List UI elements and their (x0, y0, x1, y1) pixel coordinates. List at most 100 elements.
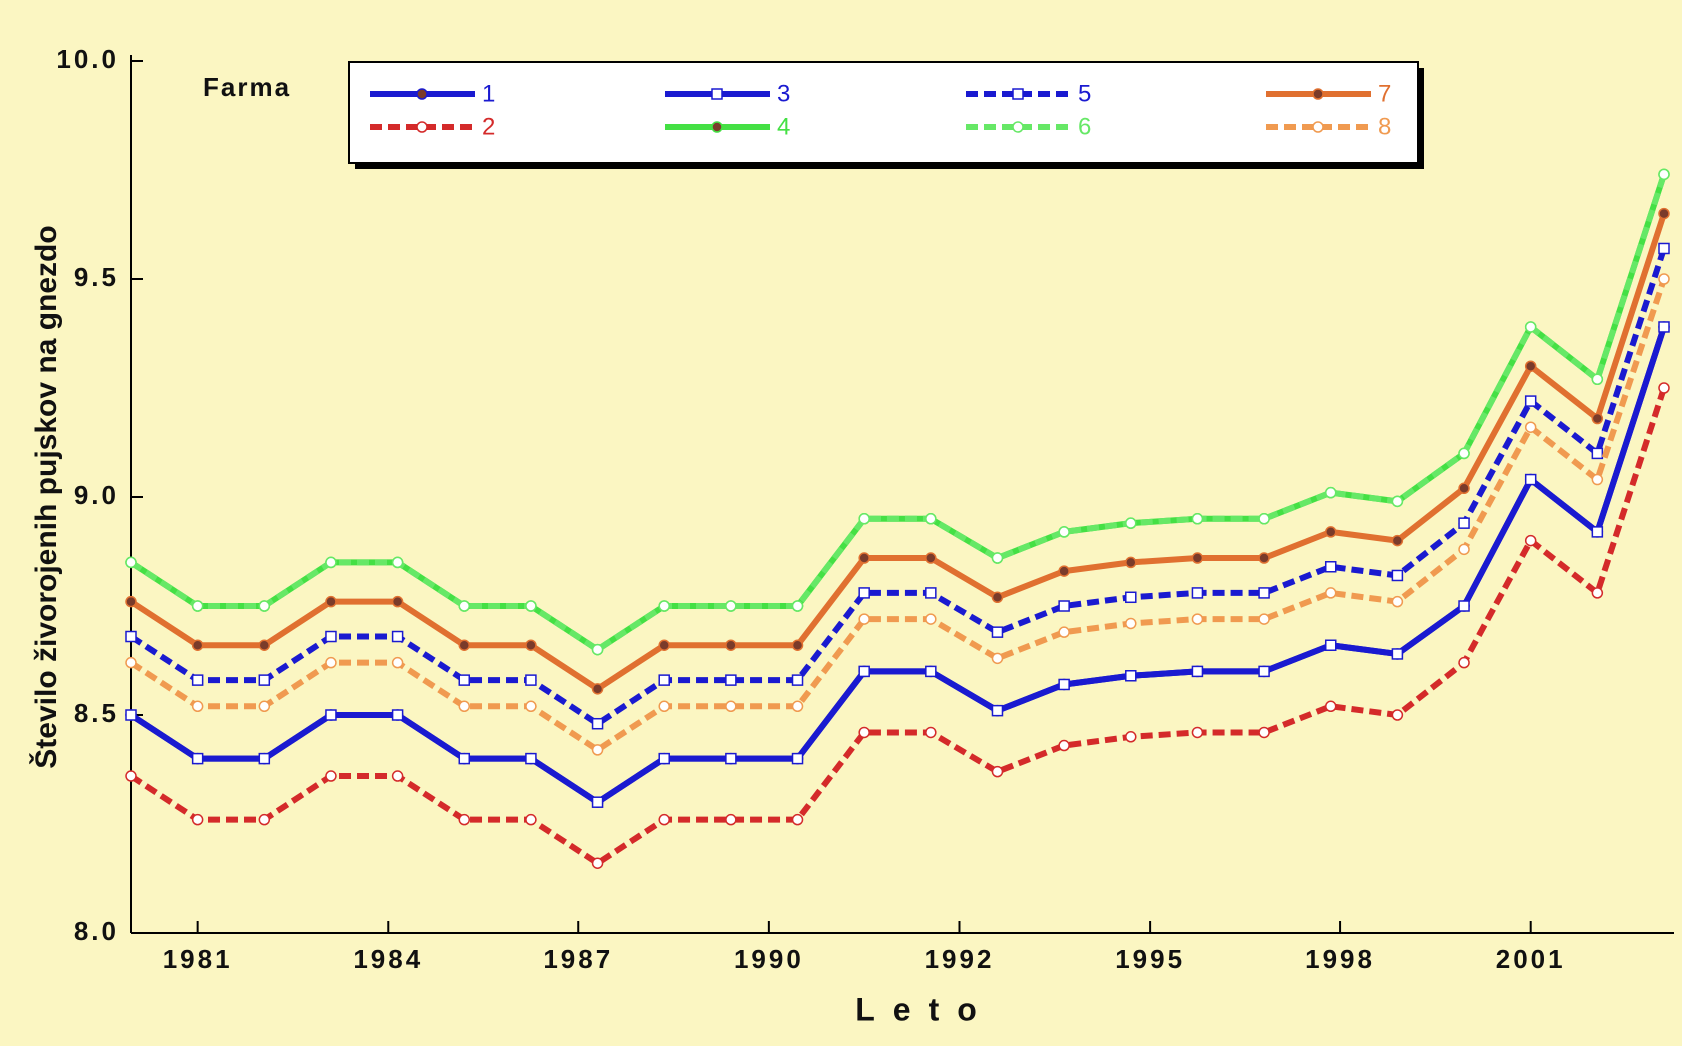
marker (125, 709, 137, 721)
marker (1458, 447, 1470, 460)
marker (658, 639, 670, 651)
marker (525, 639, 537, 651)
marker (125, 556, 137, 569)
marker (1391, 648, 1404, 660)
legend-item: 8 (1266, 113, 1391, 140)
marker (1524, 395, 1537, 407)
marker (1658, 382, 1670, 394)
x-tick-label: 1990 (734, 944, 804, 974)
marker (591, 857, 604, 869)
marker (858, 665, 870, 678)
marker (1591, 373, 1604, 386)
marker (1058, 678, 1070, 691)
marker (458, 600, 471, 612)
marker (1058, 626, 1070, 638)
marker (1458, 543, 1470, 556)
marker (1458, 656, 1470, 669)
marker (458, 639, 471, 651)
marker (1258, 587, 1270, 599)
marker (725, 600, 737, 612)
marker (1125, 517, 1137, 529)
marker (925, 513, 937, 525)
marker (1258, 665, 1270, 678)
x-tick-label: 2001 (1496, 944, 1566, 974)
marker (991, 626, 1004, 638)
marker (1391, 534, 1404, 547)
marker (658, 752, 670, 765)
marker (591, 744, 604, 756)
series-line (129, 278, 1667, 753)
marker (1591, 587, 1604, 599)
marker (858, 726, 870, 739)
marker (391, 556, 404, 569)
marker (791, 600, 804, 612)
marker (1312, 88, 1324, 100)
marker (525, 700, 537, 713)
marker (858, 613, 870, 625)
marker (991, 765, 1004, 778)
marker (591, 796, 604, 808)
marker (858, 513, 870, 525)
marker (1391, 709, 1404, 721)
legend-item: 1 (370, 80, 495, 107)
marker (1524, 321, 1537, 333)
marker (191, 752, 204, 765)
marker (458, 700, 471, 713)
marker (1391, 595, 1404, 608)
marker (658, 700, 670, 713)
marker (1125, 617, 1137, 630)
marker (1191, 552, 1204, 564)
marker (191, 813, 204, 826)
marker (1591, 447, 1604, 460)
marker (1258, 513, 1270, 525)
marker (991, 652, 1004, 665)
marker (858, 587, 870, 599)
y-axis-label: Število živorojenih pujskov na gnezdo (29, 225, 63, 768)
legend-box (348, 61, 1419, 164)
marker (258, 700, 271, 713)
marker (925, 613, 937, 625)
marker (1524, 360, 1537, 372)
marker (1324, 639, 1337, 651)
marker (391, 630, 404, 643)
legend-item: 6 (966, 113, 1091, 140)
legend-item: 7 (1266, 80, 1391, 107)
marker (125, 595, 137, 608)
marker (1191, 513, 1204, 525)
marker (1391, 569, 1404, 582)
marker (525, 600, 537, 612)
marker (1524, 421, 1537, 433)
marker (1258, 552, 1270, 564)
legend-item: 4 (665, 113, 790, 140)
marker (458, 813, 471, 826)
marker (1012, 88, 1024, 100)
marker (1524, 534, 1537, 547)
legend-label: 8 (1378, 113, 1391, 140)
legend-label: 5 (1078, 80, 1091, 107)
marker (416, 88, 428, 100)
marker (1058, 526, 1070, 538)
marker (325, 656, 337, 669)
legend-item: 2 (370, 113, 495, 140)
marker (416, 121, 428, 133)
y-tick-label: 9.5 (74, 262, 119, 292)
legend-item: 5 (966, 80, 1091, 107)
marker (791, 752, 804, 765)
marker (1191, 587, 1204, 599)
marker (258, 600, 271, 612)
marker (791, 813, 804, 826)
marker (1324, 587, 1337, 599)
marker (711, 88, 723, 100)
marker (325, 709, 337, 721)
marker (325, 595, 337, 608)
marker (458, 674, 471, 686)
marker (1658, 273, 1670, 285)
marker (391, 656, 404, 669)
marker (1058, 565, 1070, 577)
marker (258, 752, 271, 765)
marker (125, 770, 137, 782)
marker (1658, 242, 1670, 255)
marker (858, 552, 870, 564)
